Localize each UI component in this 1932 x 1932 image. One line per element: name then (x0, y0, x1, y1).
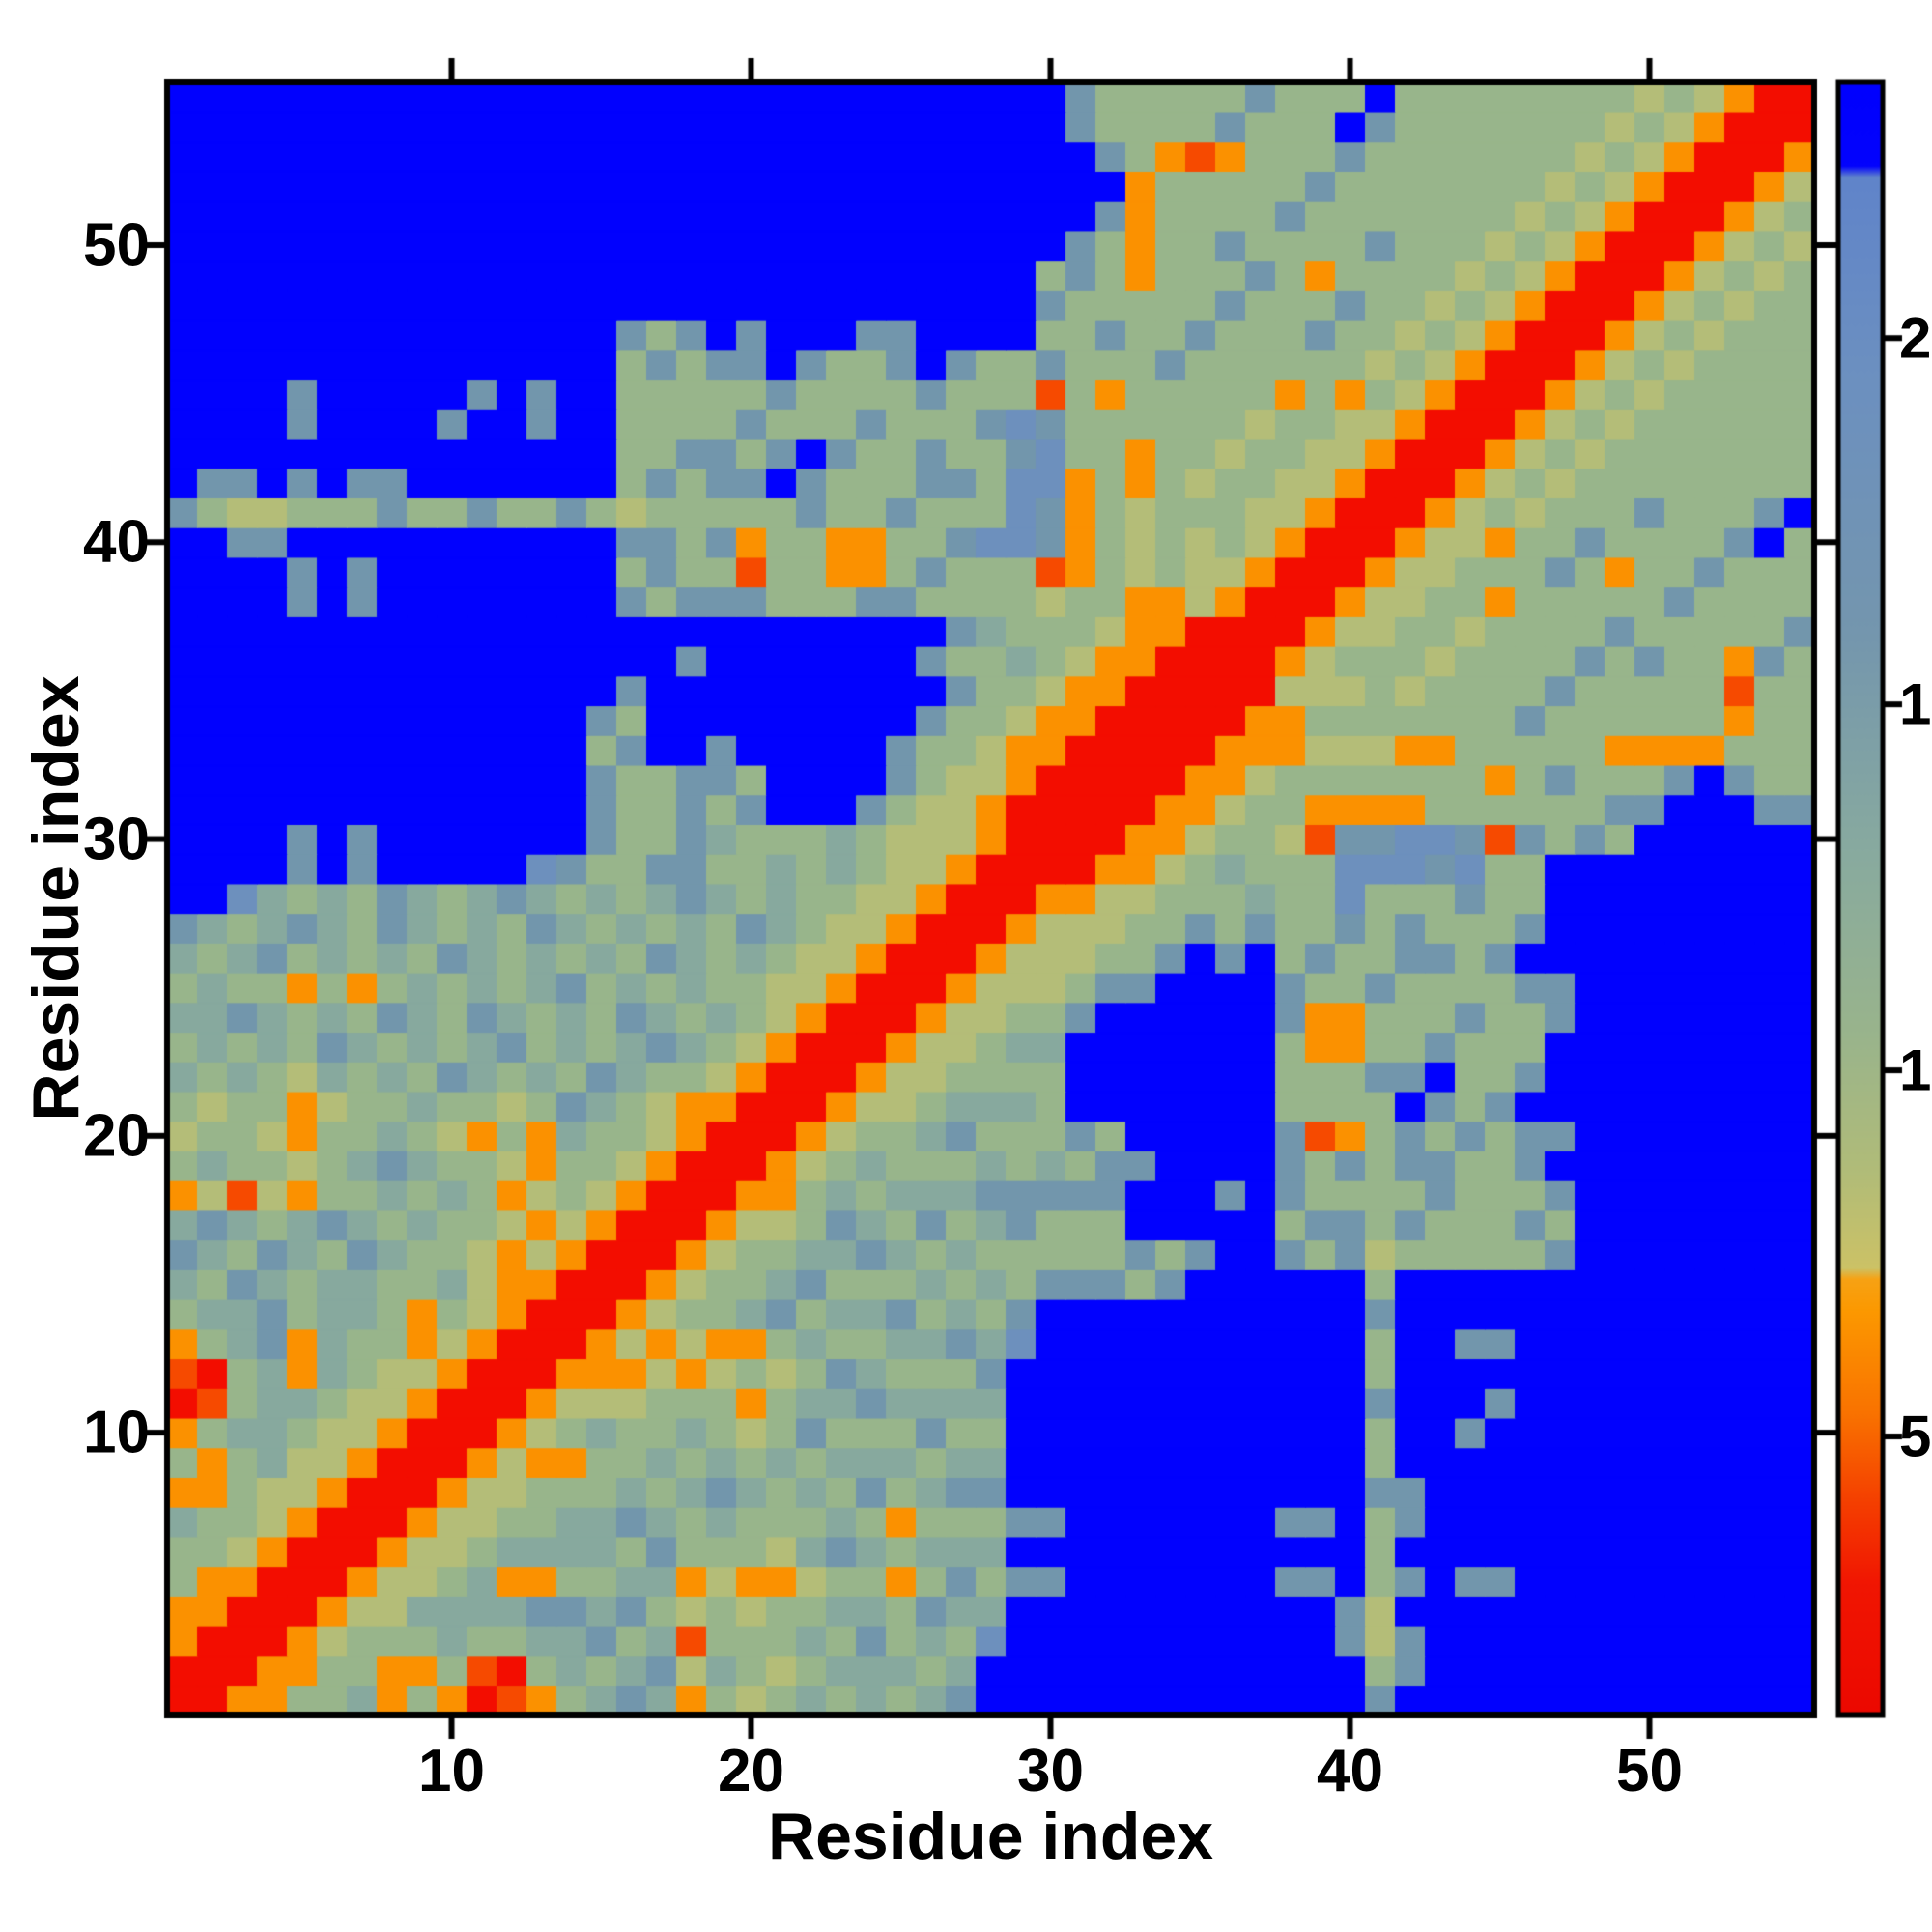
y-tick-label: 20 (83, 1102, 150, 1170)
x-tick-label: 20 (718, 1738, 784, 1804)
x-tick-label: 40 (1317, 1738, 1383, 1804)
x-tick-label: 50 (1616, 1738, 1683, 1804)
colorbar-tick-label: 5 (1899, 1404, 1932, 1469)
colorbar-tick-label: 15 (1899, 671, 1932, 737)
y-tick-label: 30 (83, 806, 150, 873)
y-axis-title: Residue index (19, 675, 93, 1122)
y-tick-label: 10 (83, 1399, 150, 1466)
colorbar-tick-label: 10 (1899, 1037, 1932, 1103)
x-axis-title: Residue index (767, 1800, 1214, 1873)
y-tick-label: 50 (83, 212, 150, 279)
y-tick-label: 40 (83, 508, 150, 576)
x-tick-label: 10 (418, 1738, 485, 1804)
x-tick-label: 30 (1017, 1738, 1084, 1804)
colorbar-tick-label: 20 (1899, 305, 1932, 371)
